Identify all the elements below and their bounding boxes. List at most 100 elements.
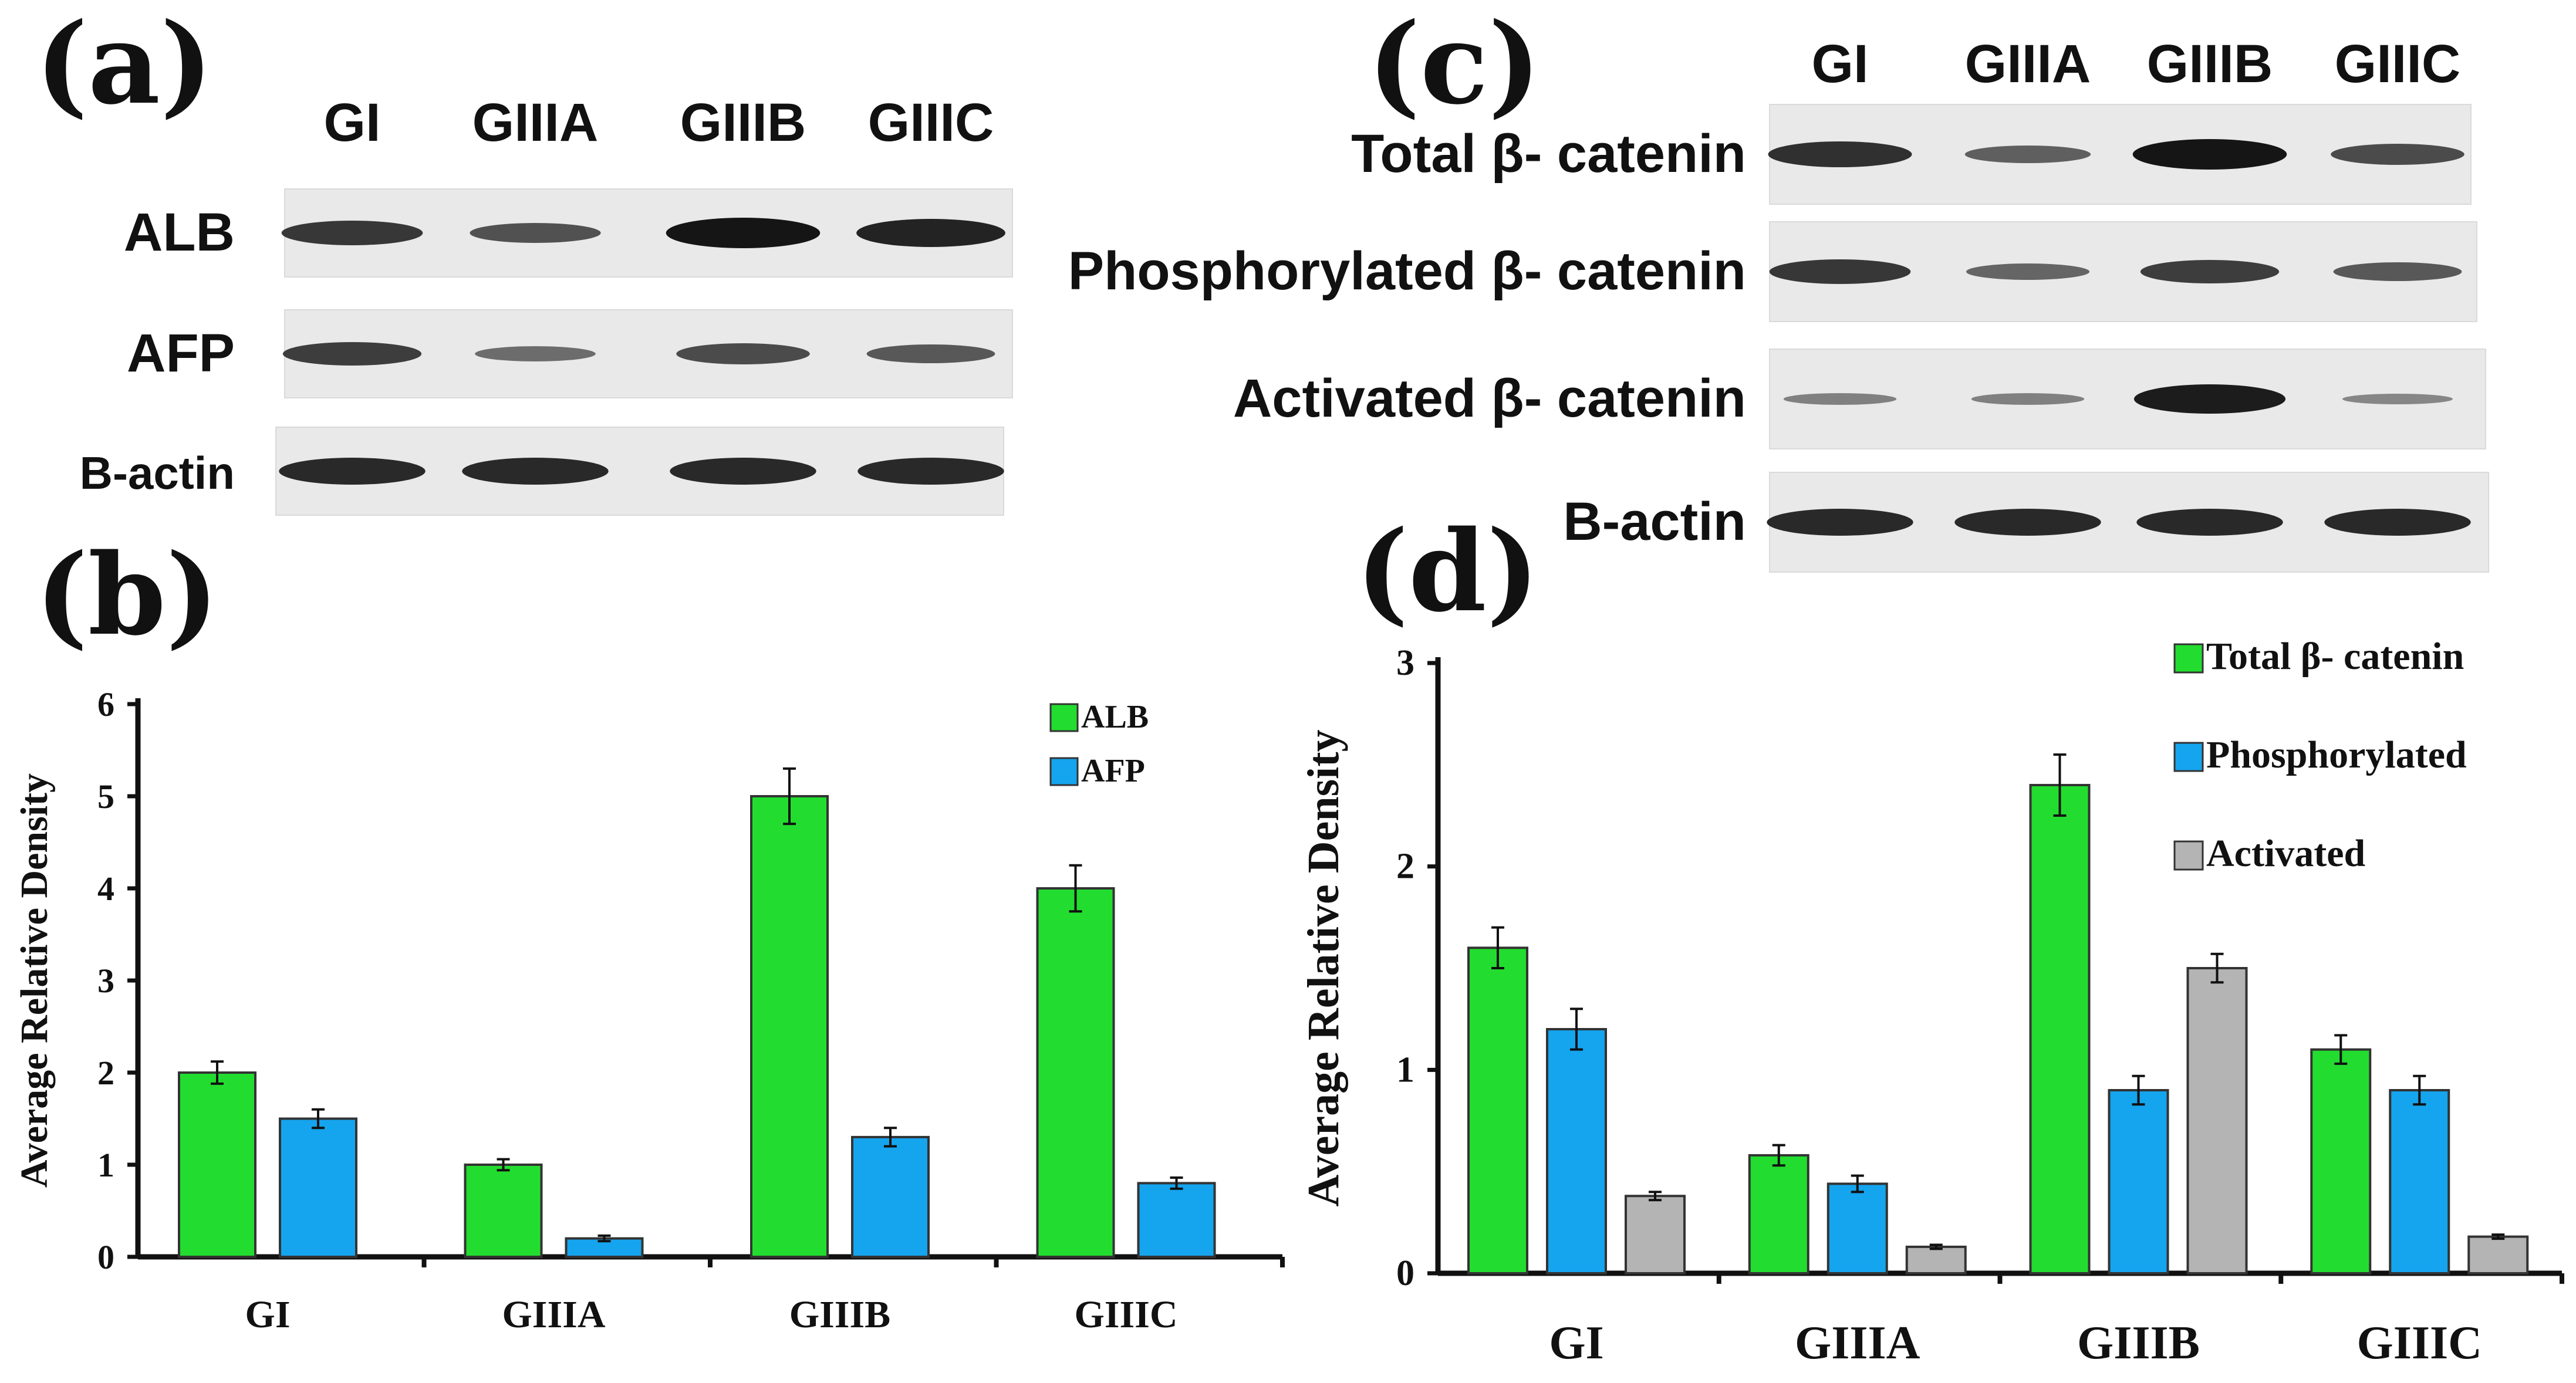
panel-label-d: (d)	[1356, 506, 1539, 637]
blot-band	[2140, 260, 2280, 283]
category-label: GIIIC	[1074, 1293, 1177, 1336]
y-tick-label: 3	[1396, 643, 1414, 683]
y-tick-label: 0	[1396, 1253, 1414, 1293]
category-label: GI	[245, 1293, 290, 1336]
legend-label: Total β- catenin	[2206, 635, 2464, 678]
panel-label-b: (b)	[35, 529, 219, 660]
blot-band	[1767, 509, 1913, 536]
lane-label-giiib: GIIIB	[680, 93, 806, 153]
blot-row-label: ALB	[124, 202, 235, 262]
blot-band	[282, 342, 422, 366]
blot-band	[2324, 509, 2471, 536]
legend-label: Phosphorylated	[2206, 733, 2467, 776]
legend-label: AFP	[1081, 753, 1145, 789]
blot-band	[857, 458, 1004, 485]
lane-label-giiic: GIIIC	[868, 93, 994, 153]
blot-band	[1768, 141, 1912, 167]
blot-band	[1783, 393, 1897, 405]
blot-band	[2342, 394, 2453, 404]
blot-band	[2136, 509, 2283, 536]
bar	[2310, 1048, 2372, 1274]
y-tick-label: 3	[97, 962, 114, 1000]
lane-label-giiic: GIIIC	[2335, 34, 2461, 94]
blot-band	[475, 346, 596, 361]
panel-label-c: (c)	[1368, 0, 1541, 129]
y-tick-label: 4	[97, 870, 114, 908]
blot-band	[1971, 393, 2085, 405]
y-tick-label: 1	[1396, 1050, 1414, 1090]
y-axis-label: Average Relative Density	[13, 773, 56, 1188]
blot-band	[866, 344, 995, 363]
blot-band	[2133, 384, 2286, 414]
lane-label-gi: GI	[1811, 34, 1868, 94]
y-tick-label: 0	[97, 1238, 114, 1276]
y-axis-label: Average Relative Density	[1299, 729, 1348, 1206]
legend-swatch	[1049, 757, 1079, 786]
blot-band	[281, 221, 423, 245]
bar	[178, 1071, 256, 1258]
lane-label-gi: GI	[323, 93, 380, 153]
legend-swatch	[2173, 742, 2204, 772]
bar	[1467, 946, 1528, 1275]
bar	[1827, 1182, 1888, 1275]
blot-band	[1769, 259, 1911, 284]
bar	[1036, 887, 1115, 1258]
bar	[2108, 1089, 2169, 1274]
legend-swatch	[2173, 643, 2204, 674]
blot-band	[2132, 139, 2287, 170]
bar	[1546, 1028, 1607, 1274]
category-label: GIIIB	[789, 1293, 890, 1336]
y-tick-label: 2	[97, 1054, 114, 1092]
lane-label-giiib: GIIIB	[2147, 34, 2273, 94]
lane-label-giiia: GIIIA	[472, 93, 599, 153]
bar	[464, 1164, 543, 1258]
western-blot-c: GI GIIIA GIIIB GIIIC Total β- catenin Phospho…	[1068, 34, 2489, 573]
blot-band	[279, 458, 426, 485]
bar	[750, 795, 829, 1258]
y-tick-label: 6	[97, 685, 114, 723]
bar	[851, 1135, 930, 1259]
category-label: GIIIA	[502, 1293, 605, 1336]
category-label: GIIIB	[2077, 1317, 2200, 1369]
legend-label: ALB	[1081, 699, 1149, 735]
bar	[2389, 1089, 2450, 1274]
blot-band	[676, 343, 810, 364]
blot-band	[2331, 144, 2464, 165]
bar	[1625, 1195, 1686, 1275]
blot-band	[856, 219, 1005, 247]
bar	[279, 1117, 357, 1258]
bar-chart-b: 0 1 2 3 4 5 6 Average Relative Density GI GIIIA GI…	[13, 685, 1285, 1336]
blot-band	[1954, 509, 2101, 536]
blot-band	[666, 218, 821, 248]
blot-band	[470, 223, 601, 243]
y-tick-label: 2	[1396, 847, 1414, 887]
blot-row-label: B-actin	[80, 447, 235, 499]
bar-chart-d: 0 1 2 3 Average Relative Density GI GIIIA GIIIB…	[1299, 635, 2564, 1369]
blot-row-label: Total β- catenin	[1351, 124, 1746, 184]
blot-row-label: AFP	[127, 323, 235, 383]
blot-row-label: Activated β- catenin	[1233, 368, 1746, 428]
blot-band	[670, 458, 816, 485]
legend-swatch	[1049, 703, 1079, 732]
y-tick-label: 5	[97, 777, 114, 816]
legend-swatch	[2173, 840, 2204, 871]
blot-band	[462, 458, 609, 485]
panel-label-a: (a)	[35, 0, 213, 129]
bar	[1748, 1154, 1809, 1275]
bar	[2186, 967, 2248, 1274]
blot-row-label: Phosphorylated β- catenin	[1068, 241, 1746, 301]
bar	[1905, 1245, 1967, 1275]
category-label: GIIIC	[2357, 1317, 2482, 1369]
bar	[1137, 1182, 1216, 1259]
blot-row-label: B-actin	[1563, 492, 1746, 552]
western-blot-a: GI GIIIA GIIIB GIIIC ALB AFP B-actin	[80, 93, 1013, 516]
lane-label-giiia: GIIIA	[1965, 34, 2091, 94]
bar	[2029, 784, 2091, 1274]
legend-label: Activated	[2206, 832, 2365, 875]
blot-band	[1964, 146, 2091, 163]
category-label: GIIIA	[1795, 1317, 1920, 1369]
blot-band	[1966, 263, 2089, 280]
blot-band	[2333, 262, 2462, 281]
bar	[2467, 1235, 2529, 1275]
